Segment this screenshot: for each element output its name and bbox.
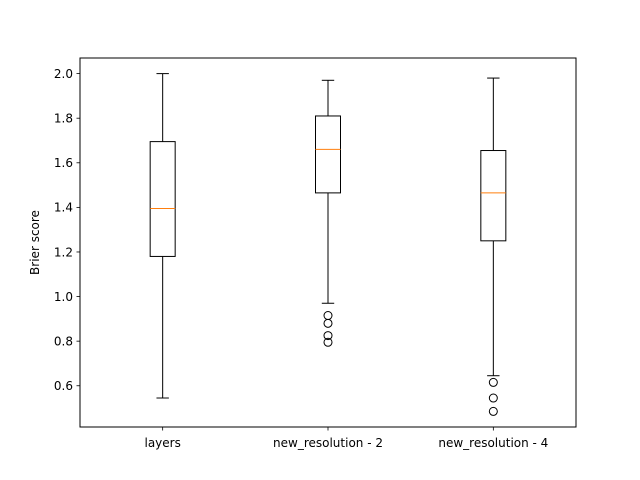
y-tick-label: 1.4: [54, 201, 73, 215]
iqr-box: [315, 115, 341, 194]
iqr-box: [480, 150, 507, 242]
y-tick-label: 2.0: [54, 67, 73, 81]
outlier-point: [488, 377, 498, 387]
y-tick-label: 0.8: [54, 334, 73, 348]
outlier-point: [488, 406, 498, 416]
outlier-point: [323, 318, 333, 328]
y-tick-label: 1.2: [54, 245, 73, 259]
outlier-point: [323, 337, 333, 347]
x-axis: layers new_resolution - 2 new_resolution -…: [144, 427, 548, 450]
plot-marks: [149, 73, 507, 416]
x-tick-label: new_resolution - 2: [273, 436, 383, 450]
outlier-point: [488, 393, 498, 403]
y-tick-label: 1.8: [54, 111, 73, 125]
y-tick-label: 1.0: [54, 290, 73, 304]
y-axis: 0.6 0.8 1.0 1.2 1.4 1.6 1.8 2.0: [54, 67, 80, 393]
box-group: [149, 73, 176, 399]
box-group: [315, 79, 341, 347]
y-tick-label: 1.6: [54, 156, 73, 170]
x-tick-label: new_resolution - 4: [438, 436, 548, 450]
y-axis-label: Brier score: [28, 210, 42, 275]
outlier-point: [323, 331, 333, 341]
x-tick-label: layers: [144, 436, 180, 450]
y-tick-label: 0.6: [54, 379, 73, 393]
box-group: [480, 77, 507, 416]
iqr-box: [149, 141, 176, 257]
